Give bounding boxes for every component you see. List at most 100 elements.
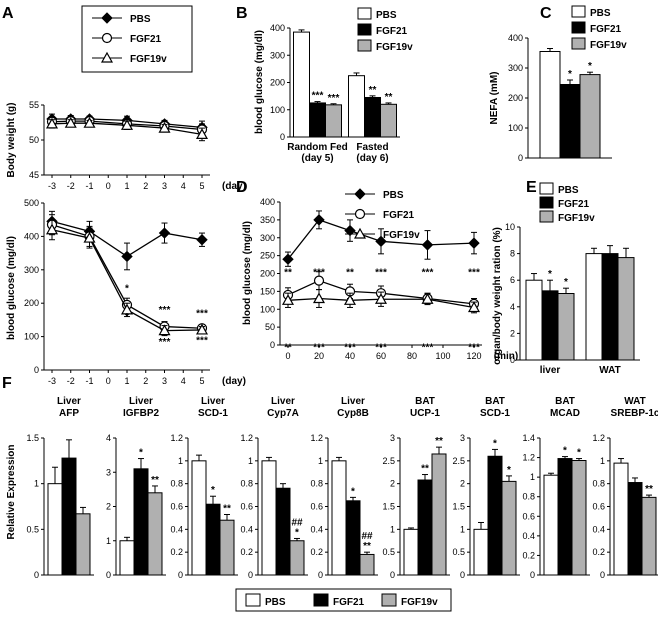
panel-b-y-tick-label: 200 (270, 78, 285, 88)
panel-a-legend-label: FGF19v (130, 54, 167, 65)
bottom-legend-label: FGF19v (401, 597, 438, 608)
panel-f-afp-bar (75, 513, 91, 576)
panel-e-legend-label: FGF21 (558, 199, 590, 210)
panel-f-cyp7a-significance: * (295, 527, 299, 538)
panel-f-cyp7a-title1: Liver (271, 396, 295, 407)
panel-f-ucp-1-y-tick-label: 2 (390, 479, 395, 489)
panel-f-afp-bar (61, 457, 77, 576)
panel-a-top-point (64, 116, 77, 128)
panel-d-x-tick-label: 60 (376, 351, 386, 361)
panel-f-scd-1-significance: * (493, 438, 497, 449)
panel-d-point (468, 237, 480, 249)
panel-b-category-label: Random Fed (287, 142, 348, 153)
panel-f-afp-y-tick-label: 1 (34, 479, 39, 489)
panel-a-bottom-x-tick-label: 1 (124, 376, 129, 386)
panel-a-bottom-y-tick-label: 300 (24, 265, 39, 275)
panel-f-afp-y-tick-label: 0 (34, 570, 39, 580)
panel-d-significance: ** (284, 342, 292, 353)
panel-e-significance: * (548, 269, 552, 280)
panel-a-bottom-point (196, 234, 208, 246)
panel-a-top-y-tick-label: 55 (29, 100, 39, 110)
panel-d-y-tick-label: 150 (260, 286, 275, 296)
panel-f-scd-1-bar (191, 460, 207, 576)
bottom-legend-swatch (313, 593, 329, 607)
panel-e-y-tick-label: 2 (510, 328, 515, 338)
panel-letter-A: A (2, 5, 14, 22)
panel-f-cyp7a-y-tick-label: 0.6 (240, 502, 253, 512)
panel-f-cyp8b-title2: Cyp8B (337, 408, 369, 419)
panel-c-y-tick-label: 0 (518, 153, 523, 163)
panel-letter-F: F (2, 375, 12, 392)
panel-f-scd-1-y-tick-label: 0.6 (170, 502, 183, 512)
panel-b-significance: *** (312, 91, 324, 102)
panel-e-legend-label: PBS (558, 185, 579, 196)
panel-f-cyp8b-y-tick-label: 0.2 (310, 547, 323, 557)
panel-f-mcad-significance: * (577, 448, 581, 459)
panel-f-igfbp2-significance: * (139, 448, 143, 459)
panel-f-cyp8b-bar (345, 500, 361, 576)
panel-f-cyp7a-y-tick-label: 0.2 (240, 547, 253, 557)
panel-b-y-tick-label: 400 (270, 23, 285, 33)
panel-f-ucp-1-title1: BAT (415, 396, 435, 407)
panel-f-scd-1-y-tick-label: 3 (460, 433, 465, 443)
panel-d-point (467, 301, 481, 313)
panel-b-y-tick-label: 300 (270, 50, 285, 60)
panel-f-mcad-title2: MCAD (550, 408, 580, 419)
panel-b-significance: ** (369, 85, 377, 96)
panel-a-bottom-x-unit: (day) (222, 376, 246, 387)
panel-a-legend-marker (100, 51, 114, 63)
panel-f-srebp-1c-y-tick-label: 1.2 (592, 433, 605, 443)
panel-e-bar (585, 253, 603, 361)
panel-d-x-tick-label: 20 (314, 351, 324, 361)
panel-b-bar (293, 31, 310, 138)
panel-d-point (374, 293, 388, 304)
panel-f-scd-1-y-tick-label: 0 (460, 570, 465, 580)
panel-b-legend-label: FGF21 (376, 26, 408, 37)
panel-b-legend-label: FGF19v (376, 42, 413, 53)
panel-d-significance: ** (346, 267, 354, 278)
panel-a-bottom-point (158, 324, 171, 336)
panel-f-igfbp2-y-tick-label: 4 (106, 433, 111, 443)
panel-d-legend-label: PBS (383, 190, 404, 201)
panel-e-bar (557, 293, 575, 361)
panel-a-legend-label: PBS (130, 14, 151, 25)
panel-d-point (282, 253, 294, 265)
panel-d-significance: *** (422, 342, 434, 353)
panel-f-ucp-1-bar (431, 453, 447, 576)
panel-f-cyp8b-y-tick-label: 0.4 (310, 524, 323, 534)
panel-a-bottom-y-tick-label: 500 (24, 198, 39, 208)
panel-f-scd-1-y-tick-label: 1.2 (170, 433, 183, 443)
panel-a-bottom-y-tick-label: 0 (34, 365, 39, 375)
panel-f-scd-1-y-tick-label: 0.5 (452, 547, 465, 557)
panel-f-srebp-1c-y-tick-label: 0.6 (592, 502, 605, 512)
panel-f-cyp8b-y-tick-label: 1.2 (310, 433, 323, 443)
panel-f-mcad-bar (557, 458, 573, 576)
panel-d-legend-marker (354, 188, 366, 200)
panel-c-y-tick-label: 400 (508, 33, 523, 43)
panel-f-scd-1-y-tick-label: 0 (178, 570, 183, 580)
panel-f-ucp-1-y-tick-label: 0.5 (382, 547, 395, 557)
panel-c-bar (579, 74, 601, 159)
panel-letter-B: B (236, 5, 248, 22)
panel-f-mcad-y-tick-label: 1 (530, 472, 535, 482)
panel-f-cyp8b-bar (331, 460, 347, 576)
panel-f-scd-1-title1: Liver (201, 396, 225, 407)
panel-f-mcad-y-tick-label: 0.6 (522, 511, 535, 521)
panel-c-bar (539, 51, 561, 159)
panel-f-scd-1-y-tick-label: 1 (178, 456, 183, 466)
panel-f-ucp-1-bar (417, 479, 433, 576)
panel-f-ucp-1-y-tick-label: 2.5 (382, 456, 395, 466)
panel-e-ylabel: organ/body weight ration (%) (492, 227, 503, 365)
panel-a-top-y-tick-label: 45 (29, 170, 39, 180)
panel-c-legend-swatch (571, 5, 586, 18)
panel-e-significance: * (564, 277, 568, 288)
panel-a-bottom-ylabel: blood glucose (mg/dl) (6, 236, 17, 340)
panel-a-significance: *** (196, 335, 208, 346)
panel-f-srebp-1c-y-tick-label: 0.4 (592, 524, 605, 534)
panel-f-afp-y-tick-label: 0.5 (26, 524, 39, 534)
panel-d-y-tick-label: 100 (260, 304, 275, 314)
panel-d-legend-label: FGF21 (383, 210, 415, 221)
panel-d-point (313, 214, 325, 226)
panel-f-mcad-y-tick-label: 1.4 (522, 433, 535, 443)
panel-f-srebp-1c-significance: ** (645, 484, 653, 495)
